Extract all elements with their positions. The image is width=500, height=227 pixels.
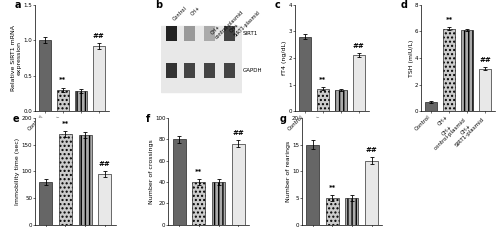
Bar (299, 37, 310, 111)
Bar (204, 26, 216, 41)
Bar (57, 90, 68, 111)
Bar (166, 26, 177, 41)
Text: ##: ## (353, 43, 364, 49)
Text: ##: ## (93, 33, 104, 39)
Text: SIRT1: SIRT1 (243, 31, 258, 36)
Bar (78, 135, 92, 225)
Text: ##: ## (479, 57, 491, 63)
Bar (173, 139, 186, 225)
Bar (40, 182, 52, 225)
Text: CH+: CH+ (190, 6, 201, 17)
Text: CH+
control-plasmid: CH+ control-plasmid (210, 6, 244, 40)
Bar (224, 26, 234, 41)
Text: GAPDH: GAPDH (243, 68, 262, 73)
Y-axis label: Immobility time (sec): Immobility time (sec) (16, 138, 20, 205)
Text: CH+
SIRT1-plasmid: CH+ SIRT1-plasmid (229, 6, 262, 38)
Text: f: f (146, 114, 150, 124)
Bar (335, 90, 346, 111)
Bar (184, 63, 195, 78)
Text: **: ** (62, 121, 69, 127)
Text: c: c (274, 0, 280, 10)
Bar (426, 102, 437, 111)
Bar (317, 89, 328, 111)
Bar (204, 63, 216, 78)
Text: b: b (155, 0, 162, 10)
Y-axis label: Number of crossings: Number of crossings (148, 139, 154, 204)
Bar (98, 174, 111, 225)
Bar (353, 55, 364, 111)
Text: **: ** (328, 185, 336, 191)
Text: Control: Control (172, 6, 188, 22)
Bar (306, 145, 319, 225)
Y-axis label: TSH (mIU/L): TSH (mIU/L) (408, 39, 414, 76)
Bar (192, 182, 205, 225)
Bar (232, 144, 244, 225)
Text: **: ** (446, 17, 453, 23)
Text: ##: ## (232, 130, 244, 136)
Bar (166, 63, 177, 78)
Bar (365, 161, 378, 225)
Bar (224, 63, 234, 78)
Bar (93, 46, 104, 111)
Bar (75, 91, 86, 111)
Bar (59, 134, 72, 225)
Text: ##: ## (99, 161, 110, 167)
Text: **: ** (59, 77, 66, 84)
Bar (39, 40, 50, 111)
Bar (212, 182, 225, 225)
Y-axis label: Number of rearings: Number of rearings (286, 141, 290, 202)
Bar (326, 198, 338, 225)
Text: a: a (14, 0, 21, 10)
Bar (184, 26, 195, 41)
Text: d: d (400, 0, 407, 10)
Y-axis label: fT4 (ng/dL): fT4 (ng/dL) (282, 41, 287, 75)
Bar (444, 29, 455, 111)
Bar (162, 26, 242, 92)
Bar (346, 198, 358, 225)
Text: **: ** (319, 77, 326, 83)
Bar (480, 69, 491, 111)
Y-axis label: Relative SIRT1 mRNA
expression: Relative SIRT1 mRNA expression (12, 25, 22, 91)
Text: e: e (12, 114, 19, 124)
Text: **: ** (195, 169, 202, 175)
Text: g: g (279, 114, 286, 124)
Bar (462, 30, 473, 111)
Text: ##: ## (366, 147, 378, 153)
